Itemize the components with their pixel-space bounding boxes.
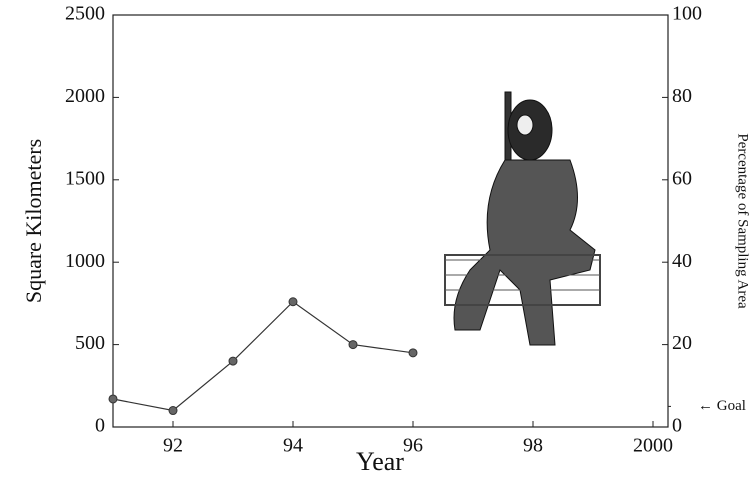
x-tick-label: 94 xyxy=(283,435,303,457)
y-tick-label: 0 xyxy=(95,415,105,437)
x-tick-label: 96 xyxy=(403,435,423,457)
data-point xyxy=(108,394,118,404)
y-tick-label: 500 xyxy=(75,332,105,354)
y-tick-label: 1500 xyxy=(65,167,105,189)
data-point xyxy=(168,406,178,416)
y2-axis-label: Percentage of Sampling Area xyxy=(735,133,751,309)
plot-frame xyxy=(112,14,669,428)
x-tick-label: 2000 xyxy=(633,435,673,457)
y2-tick-label: 80 xyxy=(672,85,692,107)
x-tick-label: 92 xyxy=(163,435,183,457)
y-tick-label: 2500 xyxy=(65,3,105,25)
x-axis-label: Year xyxy=(356,447,404,476)
y2-tick-label: 20 xyxy=(672,332,692,354)
data-point xyxy=(408,348,418,358)
y2-tick-label: 60 xyxy=(672,167,692,189)
y-tick-label: 1000 xyxy=(65,250,105,272)
y-axis-label: Square Kilometers xyxy=(21,139,46,303)
data-point xyxy=(288,297,298,307)
y2-tick-label: 40 xyxy=(672,250,692,272)
y2-tick-label: 100 xyxy=(672,3,702,25)
goal-annotation: ← Goal xyxy=(698,398,746,414)
data-point xyxy=(348,340,358,350)
y2-tick-label: 0 xyxy=(672,415,682,437)
data-point xyxy=(228,356,238,366)
series-line xyxy=(112,300,414,412)
y-tick-label: 2000 xyxy=(65,85,105,107)
x-tick-label: 98 xyxy=(523,435,543,457)
diver-illustration xyxy=(444,91,601,346)
